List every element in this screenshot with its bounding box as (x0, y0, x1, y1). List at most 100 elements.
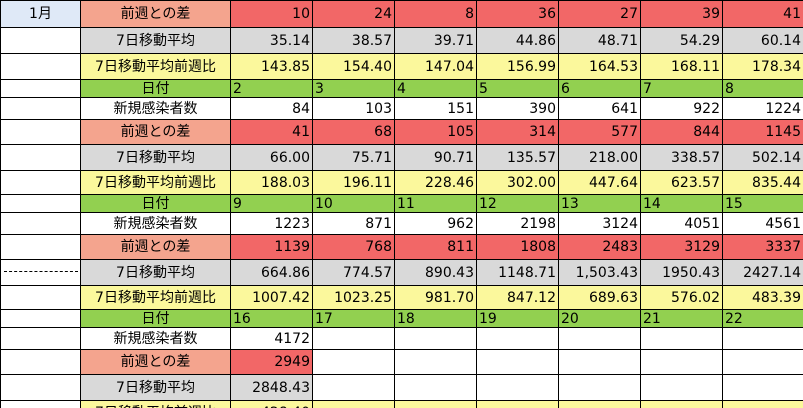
cell-avg[interactable]: 502.14 (722, 144, 803, 171)
row-label-diff[interactable]: 前週との差 (80, 0, 231, 28)
cell-ratio[interactable] (558, 400, 641, 408)
cell-diff[interactable]: 39 (640, 0, 723, 28)
cell-ratio[interactable]: 483.39 (722, 285, 803, 310)
cell-ratio[interactable]: 196.11 (312, 170, 395, 195)
cell-new[interactable] (558, 327, 641, 350)
row-label-ratio[interactable]: 7日移動平均前週比 (80, 400, 231, 408)
cell-ratio[interactable] (312, 400, 395, 408)
cell-new[interactable] (476, 327, 559, 350)
cell-ratio[interactable]: 156.99 (476, 53, 559, 80)
cell-date[interactable]: 21 (640, 309, 723, 328)
cell-ratio[interactable]: 689.63 (558, 285, 641, 310)
cell-date[interactable]: 18 (394, 309, 477, 328)
row-label-ratio[interactable]: 7日移動平均前週比 (80, 285, 231, 310)
cell-new[interactable]: 151 (394, 97, 477, 120)
cell-ratio[interactable] (640, 400, 723, 408)
cell-diff[interactable]: 36 (476, 0, 559, 28)
cell-new[interactable]: 4051 (640, 212, 723, 235)
row-label-avg[interactable]: 7日移動平均 (80, 144, 231, 171)
cell-date[interactable]: 12 (476, 194, 559, 213)
cell-date[interactable]: 9 (230, 194, 313, 213)
cell-avg[interactable] (640, 374, 723, 401)
cell-new[interactable]: 84 (230, 97, 313, 120)
cell-diff[interactable]: 27 (558, 0, 641, 28)
cell-diff[interactable]: 768 (312, 234, 395, 260)
cell-avg[interactable]: 66.00 (230, 144, 313, 171)
cell-date[interactable]: 3 (312, 79, 395, 98)
cell-new[interactable] (312, 327, 395, 350)
cell-diff[interactable] (312, 349, 395, 375)
cell-avg[interactable]: 1148.71 (476, 259, 559, 286)
cell-new[interactable]: 1223 (230, 212, 313, 235)
cell-date[interactable]: 10 (312, 194, 395, 213)
cell-avg[interactable] (722, 374, 803, 401)
cell-ratio[interactable] (476, 400, 559, 408)
cell-avg[interactable] (476, 374, 559, 401)
row-label-new[interactable]: 新規感染者数 (80, 327, 231, 350)
cell-ratio[interactable]: 1007.42 (230, 285, 313, 310)
row-label-avg[interactable]: 7日移動平均 (80, 259, 231, 286)
cell-ratio[interactable]: 154.40 (312, 53, 395, 80)
cell-avg[interactable]: 774.57 (312, 259, 395, 286)
cell-diff[interactable] (722, 349, 803, 375)
cell-avg[interactable]: 135.57 (476, 144, 559, 171)
cell-new[interactable] (640, 327, 723, 350)
cell-avg[interactable]: 218.00 (558, 144, 641, 171)
cell-new[interactable]: 962 (394, 212, 477, 235)
cell-diff[interactable]: 41 (722, 0, 803, 28)
cell-avg[interactable]: 35.14 (230, 27, 313, 54)
cell-diff[interactable] (394, 349, 477, 375)
cell-diff[interactable] (558, 349, 641, 375)
cell-avg[interactable]: 2427.14 (722, 259, 803, 286)
cell-ratio[interactable]: 188.03 (230, 170, 313, 195)
cell-date[interactable]: 22 (722, 309, 803, 328)
cell-ratio[interactable] (722, 400, 803, 408)
cell-ratio[interactable]: 1023.25 (312, 285, 395, 310)
row-label-diff[interactable]: 前週との差 (80, 234, 231, 260)
cell-diff[interactable] (476, 349, 559, 375)
cell-diff[interactable]: 1808 (476, 234, 559, 260)
cell-avg[interactable]: 60.14 (722, 27, 803, 54)
cell-avg[interactable] (394, 374, 477, 401)
cell-diff[interactable]: 41 (230, 119, 313, 145)
row-label-diff[interactable]: 前週との差 (80, 119, 231, 145)
cell-avg[interactable]: 39.71 (394, 27, 477, 54)
cell-diff[interactable]: 8 (394, 0, 477, 28)
cell-avg[interactable]: 54.29 (640, 27, 723, 54)
row-label-date[interactable]: 日付 (80, 309, 231, 328)
cell-date[interactable]: 16 (230, 309, 313, 328)
cell-ratio[interactable]: 623.57 (640, 170, 723, 195)
row-label-avg[interactable]: 7日移動平均 (80, 27, 231, 54)
cell-date[interactable]: 20 (558, 309, 641, 328)
cell-ratio[interactable]: 447.64 (558, 170, 641, 195)
cell-avg[interactable]: 890.43 (394, 259, 477, 286)
cell-ratio[interactable]: 576.02 (640, 285, 723, 310)
cell-new[interactable]: 641 (558, 97, 641, 120)
cell-new[interactable]: 871 (312, 212, 395, 235)
cell-diff[interactable] (640, 349, 723, 375)
cell-date[interactable]: 11 (394, 194, 477, 213)
month-header-cell[interactable]: 1月 (0, 0, 81, 28)
row-label-date[interactable]: 日付 (80, 79, 231, 98)
cell-avg[interactable]: 48.71 (558, 27, 641, 54)
cell-avg[interactable]: 44.86 (476, 27, 559, 54)
cell-diff[interactable]: 1139 (230, 234, 313, 260)
cell-ratio[interactable]: 178.34 (722, 53, 803, 80)
cell-date[interactable]: 14 (640, 194, 723, 213)
cell-new[interactable] (722, 327, 803, 350)
cell-date[interactable]: 8 (722, 79, 803, 98)
cell-avg[interactable] (312, 374, 395, 401)
row-label-avg[interactable]: 7日移動平均 (80, 374, 231, 401)
cell-new[interactable]: 103 (312, 97, 395, 120)
cell-date[interactable]: 2 (230, 79, 313, 98)
cell-new[interactable]: 2198 (476, 212, 559, 235)
cell-ratio[interactable] (394, 400, 477, 408)
cell-ratio[interactable]: 302.00 (476, 170, 559, 195)
cell-new[interactable]: 3124 (558, 212, 641, 235)
cell-diff[interactable]: 844 (640, 119, 723, 145)
cell-ratio[interactable]: 164.53 (558, 53, 641, 80)
cell-diff[interactable]: 2483 (558, 234, 641, 260)
cell-avg[interactable]: 90.71 (394, 144, 477, 171)
row-label-diff[interactable]: 前週との差 (80, 349, 231, 375)
cell-ratio[interactable]: 835.44 (722, 170, 803, 195)
